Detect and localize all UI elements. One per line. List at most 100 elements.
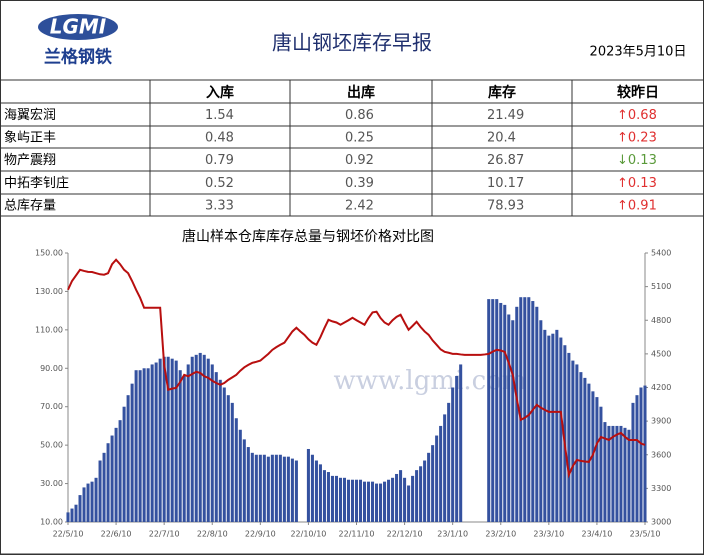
column-header: 库存 bbox=[488, 84, 516, 101]
bar bbox=[314, 460, 318, 522]
cell: 0.39 bbox=[345, 176, 374, 191]
y-tick-label: 150.00 bbox=[35, 249, 63, 258]
bar bbox=[186, 364, 190, 522]
bar bbox=[495, 299, 499, 522]
bar bbox=[222, 387, 226, 522]
bar bbox=[322, 470, 326, 522]
x-tick-label: 23/3/10 bbox=[533, 530, 564, 539]
bar bbox=[110, 435, 114, 522]
bar bbox=[102, 452, 106, 522]
bar bbox=[70, 508, 74, 522]
bar bbox=[150, 364, 154, 522]
bar bbox=[342, 477, 347, 522]
bar bbox=[74, 504, 78, 522]
bar bbox=[182, 375, 186, 522]
bar bbox=[607, 425, 611, 522]
x-tick-label: 23/4/10 bbox=[581, 530, 612, 539]
bar bbox=[338, 477, 342, 522]
bar bbox=[146, 368, 150, 522]
bar bbox=[515, 306, 519, 522]
y2-tick-label: 4800 bbox=[651, 316, 671, 325]
bar bbox=[527, 297, 531, 522]
logo: LGMI bbox=[50, 15, 107, 39]
bar bbox=[170, 358, 174, 522]
x-tick-label: 22/5/10 bbox=[53, 530, 84, 539]
bar bbox=[631, 402, 635, 522]
bar bbox=[627, 429, 631, 522]
bar bbox=[326, 472, 330, 522]
row-label: 总库存量 bbox=[4, 198, 56, 214]
bar bbox=[491, 299, 495, 522]
bar bbox=[198, 352, 202, 522]
bar bbox=[246, 447, 250, 522]
bar bbox=[559, 337, 563, 522]
row-label: 中拓李钊庄 bbox=[4, 175, 69, 191]
cell: 0.48 bbox=[205, 131, 234, 146]
bar bbox=[523, 297, 527, 522]
cell: 0.79 bbox=[205, 153, 234, 168]
bar bbox=[214, 372, 218, 522]
bar bbox=[346, 479, 351, 522]
bar bbox=[623, 427, 627, 522]
bar bbox=[435, 435, 439, 522]
bar bbox=[258, 454, 262, 522]
column-header: 较昨日 bbox=[617, 84, 659, 101]
bar bbox=[487, 299, 491, 522]
bar bbox=[202, 354, 206, 522]
bar bbox=[395, 473, 399, 522]
cell: ↓0.13 bbox=[617, 153, 657, 168]
bar bbox=[230, 402, 234, 522]
chart-title: 唐山样本仓库库存总量与钢坯价格对比图 bbox=[182, 228, 434, 245]
bar bbox=[603, 422, 607, 522]
x-tick-label: 22/8/10 bbox=[197, 530, 228, 539]
bar bbox=[539, 320, 543, 522]
row-label: 象屿正丰 bbox=[4, 131, 56, 146]
cell: ↑0.91 bbox=[617, 199, 657, 214]
line bbox=[67, 258, 646, 479]
bar bbox=[555, 329, 559, 522]
x-tick-label: 23/5/10 bbox=[630, 530, 661, 539]
cell: 0.25 bbox=[345, 131, 374, 146]
bar bbox=[350, 479, 355, 522]
bar bbox=[270, 454, 274, 522]
bar bbox=[174, 360, 178, 522]
bar bbox=[571, 360, 575, 522]
row-label: 海翼宏润 bbox=[4, 108, 56, 123]
y-tick-label: 110.00 bbox=[35, 325, 63, 334]
bar bbox=[639, 387, 643, 522]
bar bbox=[254, 454, 258, 522]
bar bbox=[423, 460, 427, 522]
bar bbox=[242, 439, 246, 522]
bar bbox=[451, 387, 455, 522]
bar bbox=[519, 297, 523, 522]
x-tick-label: 22/12/10 bbox=[387, 530, 423, 539]
bar bbox=[379, 483, 383, 522]
x-tick-label: 22/11/10 bbox=[339, 530, 375, 539]
bar bbox=[306, 448, 310, 522]
bar bbox=[366, 481, 371, 522]
bar bbox=[334, 475, 338, 522]
cell: ↑0.23 bbox=[617, 131, 657, 146]
bar bbox=[310, 454, 314, 522]
column-header: 入库 bbox=[206, 84, 234, 101]
cell: ↑0.13 bbox=[617, 176, 657, 191]
bar bbox=[391, 477, 395, 522]
bar bbox=[194, 354, 198, 522]
bar bbox=[419, 466, 423, 522]
cell: 2.42 bbox=[345, 199, 374, 214]
y-tick-label: 70.00 bbox=[40, 402, 63, 411]
bar bbox=[142, 368, 146, 522]
title: 唐山钢坯库存早报 bbox=[272, 31, 432, 55]
bar bbox=[274, 454, 278, 522]
bar bbox=[206, 358, 210, 522]
bar bbox=[278, 454, 282, 522]
y-tick-label: 90.00 bbox=[40, 364, 63, 373]
bar bbox=[575, 364, 579, 522]
y-tick-label: 10.00 bbox=[40, 518, 63, 527]
bar bbox=[262, 454, 266, 522]
bar bbox=[178, 370, 182, 522]
bar bbox=[154, 362, 158, 522]
brand: 兰格钢铁 bbox=[44, 47, 112, 68]
date: 2023年5月10日 bbox=[590, 45, 687, 60]
